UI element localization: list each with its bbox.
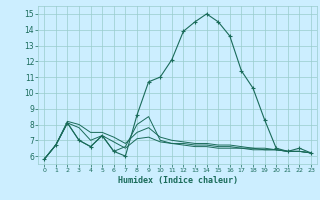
X-axis label: Humidex (Indice chaleur): Humidex (Indice chaleur) <box>118 176 238 185</box>
